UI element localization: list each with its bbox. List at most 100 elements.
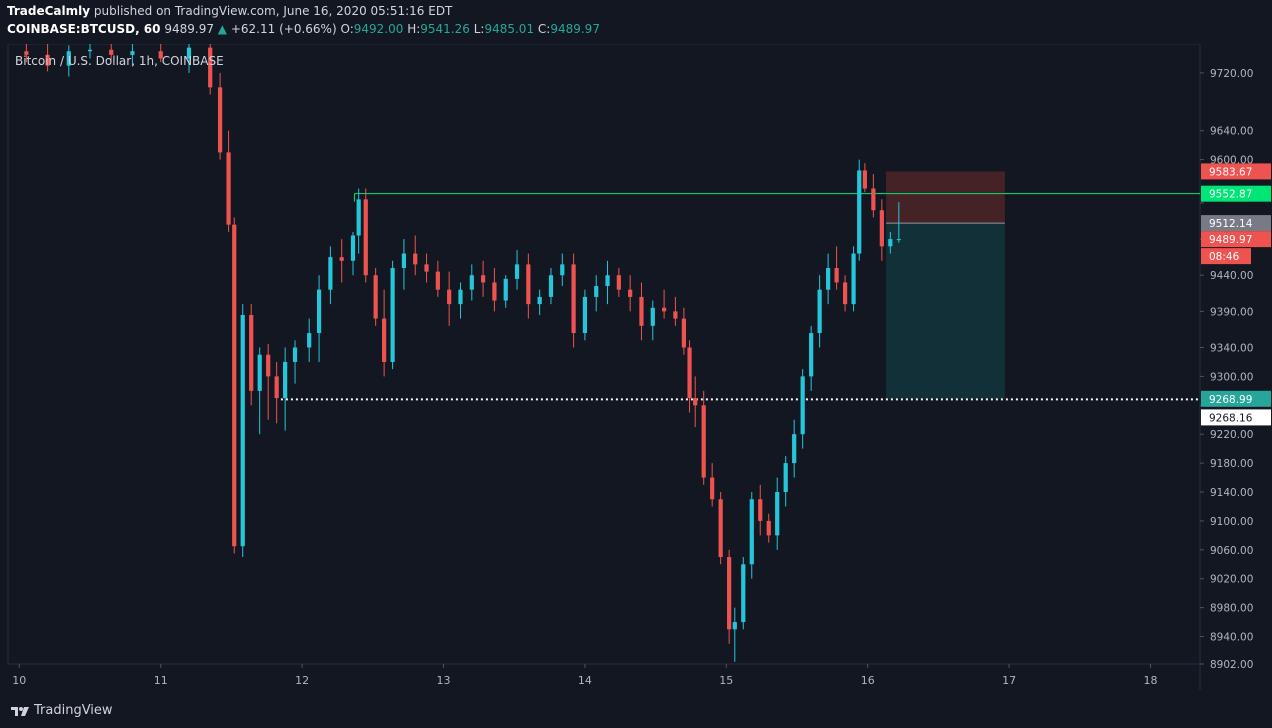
candle-down	[673, 311, 678, 319]
price-tick-label: 9140.00	[1210, 487, 1253, 499]
close-label: C:	[537, 22, 551, 36]
price-label-box	[1201, 215, 1271, 232]
candle-down	[413, 253, 418, 265]
candle-up	[650, 307, 655, 326]
time-axis: 10 11 12 13 14 15 16 17 18	[8, 663, 1200, 687]
candle-down	[373, 275, 378, 319]
candle-down	[526, 264, 531, 305]
candle-up	[514, 264, 520, 279]
candle-up	[328, 257, 333, 290]
candle-up	[401, 253, 407, 269]
high-value: 9541.26	[420, 22, 470, 36]
candle-up	[749, 499, 754, 565]
tradingview-logo-icon[interactable]	[10, 704, 30, 718]
time-tick-label: 10	[12, 674, 26, 687]
candle-down	[363, 199, 368, 276]
price-label-box	[1201, 409, 1271, 426]
candle-up	[817, 289, 822, 334]
candle-up	[792, 434, 797, 464]
publish-line: TradeCalmly published on TradingView.com…	[7, 4, 452, 18]
publish-info: published on TradingView.com, June 16, 2…	[93, 4, 453, 18]
price-label: 9552.87	[1209, 189, 1252, 201]
candle-down	[45, 54, 50, 66]
candle-up	[548, 275, 554, 297]
candle-up	[605, 275, 610, 287]
candle-up	[390, 268, 395, 362]
candle-down	[217, 87, 223, 153]
change-up-icon: ▲	[217, 22, 228, 36]
candle-down	[447, 289, 452, 305]
candle-down	[492, 282, 497, 301]
ohlc-line: COINBASE:BTCUSD, 60 9489.97 ▲ +62.11 (+0…	[7, 22, 600, 36]
candle-down	[249, 314, 254, 391]
candle-up	[560, 264, 565, 276]
candle-down	[727, 557, 732, 630]
take-profit-zone	[886, 223, 1005, 399]
time-tick-label: 14	[578, 674, 592, 687]
candle-up	[240, 314, 245, 547]
candle-up	[130, 51, 135, 55]
price-axis: 9720.009640.009600.009440.009390.009340.…	[1200, 68, 1253, 671]
symbol-label[interactable]: COINBASE:BTCUSD, 60	[7, 22, 161, 36]
candle-down	[834, 268, 839, 283]
candle-up	[783, 463, 788, 493]
candle-down	[879, 210, 884, 247]
price-tick-label: 9300.00	[1210, 371, 1253, 383]
price-label-box	[1201, 163, 1271, 180]
candle-up	[292, 347, 298, 362]
candle-down	[266, 354, 271, 377]
plot-frame	[7, 43, 1201, 665]
candle-down	[871, 188, 876, 211]
candle-down	[24, 51, 29, 55]
candle-down	[208, 47, 213, 88]
candle-up	[186, 47, 192, 59]
candle-down	[693, 398, 698, 406]
price-tick-label: 9220.00	[1210, 429, 1253, 441]
candle-up	[775, 492, 780, 536]
candle-up	[800, 376, 805, 435]
time-tick-label: 15	[719, 674, 733, 687]
price-label: 9489.97	[1209, 234, 1252, 246]
candle-down	[661, 307, 667, 312]
candle-up	[809, 333, 814, 377]
candle-up	[469, 275, 474, 290]
candle-up	[851, 253, 856, 305]
candle-down	[710, 477, 715, 500]
price-labels: 9583.67 9552.87 9512.14 9489.97 9268.99 9268.…	[1201, 163, 1271, 426]
price-tick-label: 9390.00	[1210, 306, 1253, 318]
author-name[interactable]: TradeCalmly	[7, 4, 91, 18]
candle-down	[571, 264, 576, 334]
price-label: 9268.16	[1209, 412, 1253, 424]
candle-up	[283, 361, 288, 399]
candle-down	[628, 289, 633, 297]
price-label: 9512.14	[1209, 218, 1253, 230]
candle-down	[639, 296, 644, 326]
price-tick-label: 9340.00	[1210, 342, 1253, 354]
candle-down	[701, 405, 706, 478]
countdown-box	[1201, 248, 1251, 265]
footer-brand[interactable]: TradingView	[34, 703, 113, 718]
candle-up	[857, 170, 862, 254]
candle-up	[594, 286, 599, 297]
candle-down	[226, 152, 231, 225]
candle-up	[537, 296, 542, 305]
candle-down	[766, 520, 771, 536]
price-tick-label: 9020.00	[1210, 574, 1253, 586]
time-tick-label: 17	[1002, 674, 1016, 687]
candle-up	[316, 289, 322, 334]
candle-up	[350, 235, 356, 261]
price-label-box	[1201, 185, 1271, 202]
candle-down	[481, 275, 486, 283]
candle-down	[382, 318, 387, 362]
candle-up	[896, 239, 901, 241]
high-label: H:	[407, 22, 421, 36]
candle-down	[718, 499, 723, 558]
time-tick-label: 16	[861, 674, 875, 687]
candle-down	[339, 257, 344, 261]
stop-loss-zone	[886, 171, 1005, 224]
candle-down	[681, 318, 686, 348]
price-tick-label: 9720.00	[1210, 68, 1253, 80]
price-tick-label: 9640.00	[1210, 126, 1253, 138]
